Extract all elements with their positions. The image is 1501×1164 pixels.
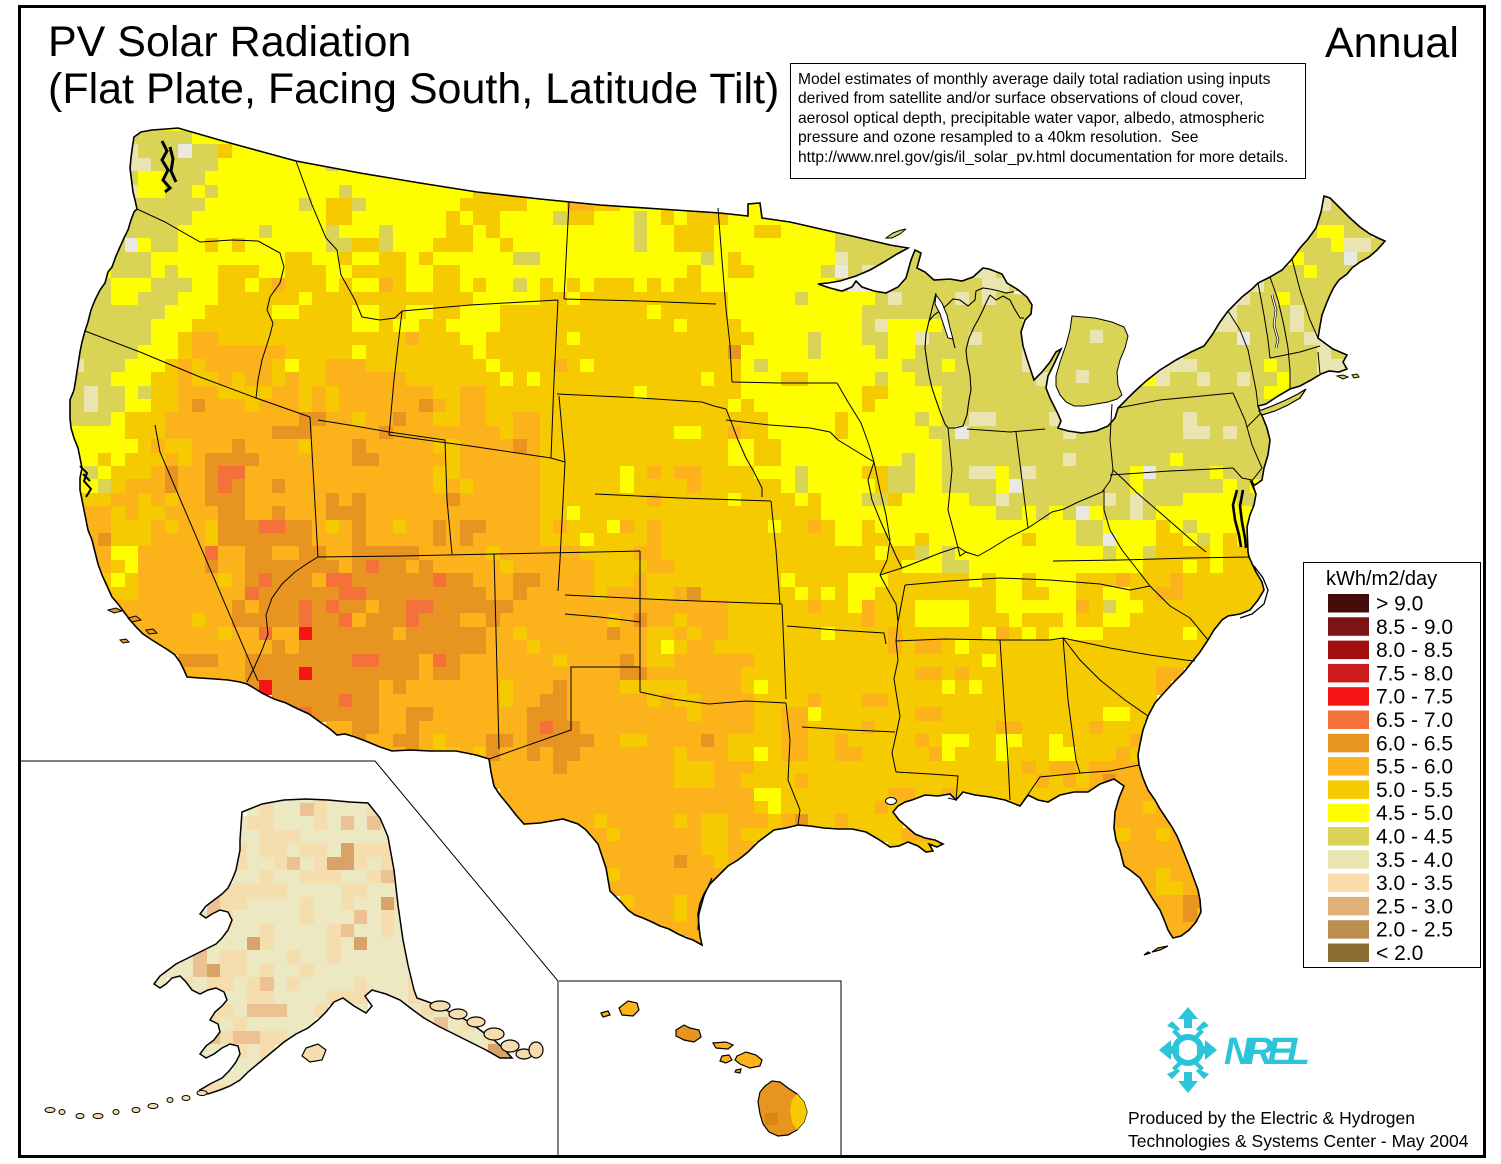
svg-text:5.0 - 5.5: 5.0 - 5.5 xyxy=(1376,779,1453,802)
svg-text:< 2.0: < 2.0 xyxy=(1376,942,1423,965)
svg-text:kWh/m2/day: kWh/m2/day xyxy=(1326,568,1437,590)
svg-text:NREL: NREL xyxy=(1224,1031,1310,1073)
svg-text:2.5 - 3.0: 2.5 - 3.0 xyxy=(1376,895,1453,918)
svg-text:2.0 - 2.5: 2.0 - 2.5 xyxy=(1376,919,1453,942)
svg-text:> 9.0: > 9.0 xyxy=(1376,593,1423,616)
svg-text:8.5 - 9.0: 8.5 - 9.0 xyxy=(1376,616,1453,639)
svg-text:4.5 - 5.0: 4.5 - 5.0 xyxy=(1376,802,1453,825)
svg-text:3.0 - 3.5: 3.0 - 3.5 xyxy=(1376,872,1453,895)
svg-text:4.0 - 4.5: 4.0 - 4.5 xyxy=(1376,826,1453,849)
svg-text:6.0 - 6.5: 6.0 - 6.5 xyxy=(1376,732,1453,755)
svg-text:7.5 - 8.0: 7.5 - 8.0 xyxy=(1376,662,1453,685)
svg-text:7.0 - 7.5: 7.0 - 7.5 xyxy=(1376,686,1453,709)
svg-text:6.5 - 7.0: 6.5 - 7.0 xyxy=(1376,709,1453,732)
svg-text:8.0 - 8.5: 8.0 - 8.5 xyxy=(1376,639,1453,662)
svg-text:5.5 - 6.0: 5.5 - 6.0 xyxy=(1376,756,1453,779)
svg-text:3.5 - 4.0: 3.5 - 4.0 xyxy=(1376,849,1453,872)
